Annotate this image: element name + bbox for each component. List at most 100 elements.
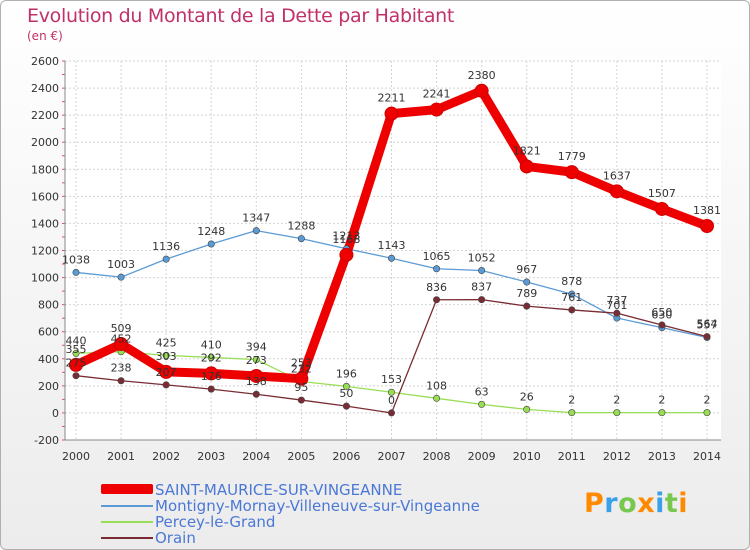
series-1-label-13: 630 xyxy=(651,309,672,322)
series-0-point-11 xyxy=(564,165,579,180)
y-tick-label-14: 2600 xyxy=(31,55,59,68)
series-2-label-6: 196 xyxy=(336,367,357,380)
series-3-label-1: 238 xyxy=(111,362,132,375)
logo-letter: t xyxy=(664,488,679,519)
series-2-label-5: 232 xyxy=(291,363,312,376)
series-3-point-3 xyxy=(207,385,215,393)
y-tick-label-11: 2000 xyxy=(31,136,59,149)
y-tick-label-2: 200 xyxy=(38,380,59,393)
series-0-point-3 xyxy=(204,366,219,381)
series-2-label-13: 2 xyxy=(658,394,665,407)
proxiti-logo: Proxiti xyxy=(584,488,688,519)
series-3-label-5: 95 xyxy=(294,381,308,394)
logo-letter: x xyxy=(637,488,656,519)
series-2-point-4 xyxy=(252,356,260,364)
series-1-point-1 xyxy=(117,273,125,281)
x-tick-label-0: 2000 xyxy=(62,450,90,463)
series-2-point-7 xyxy=(387,388,395,396)
series-2-label-2: 425 xyxy=(156,336,177,349)
series-2-label-0: 440 xyxy=(66,334,87,347)
series-2-point-12 xyxy=(613,409,621,417)
series-2-label-14: 2 xyxy=(704,394,711,407)
chart-subtitle: (en €) xyxy=(27,29,63,43)
series-3-point-4 xyxy=(252,390,260,398)
x-tick-label-10: 2010 xyxy=(513,450,541,463)
series-2-point-6 xyxy=(342,382,350,390)
series-3-label-11: 761 xyxy=(561,291,582,304)
series-3-point-10 xyxy=(523,302,531,310)
series-3-label-0: 275 xyxy=(66,357,87,370)
logo-letter: i xyxy=(655,488,665,519)
series-3-point-9 xyxy=(478,296,486,304)
legend-swatch-1 xyxy=(101,505,153,507)
series-3-label-14: 564 xyxy=(697,318,718,331)
series-1-label-6: 1213 xyxy=(332,230,360,243)
series-3-label-9: 837 xyxy=(471,281,492,294)
series-1-point-11 xyxy=(568,290,576,298)
x-tick-label-3: 2003 xyxy=(197,450,225,463)
series-1-label-8: 1065 xyxy=(423,250,451,263)
y-tick-label-1: 0 xyxy=(52,407,59,420)
series-3-point-12 xyxy=(613,309,621,317)
series-1-point-7 xyxy=(387,254,395,262)
x-tick-label-2: 2002 xyxy=(152,450,180,463)
legend-swatch-3 xyxy=(101,537,153,539)
legend-item-2: Percey-le-Grand xyxy=(101,513,521,531)
y-tick-label-5: 800 xyxy=(38,299,59,312)
series-1-label-5: 1288 xyxy=(287,220,315,233)
series-0-label-6: 1168 xyxy=(332,233,360,246)
series-0-point-9 xyxy=(474,83,489,98)
series-3-point-2 xyxy=(162,381,170,389)
logo-letter: o xyxy=(618,488,638,519)
series-3-point-7 xyxy=(387,409,395,417)
logo-letter: P xyxy=(584,488,605,519)
series-3-label-6: 50 xyxy=(339,387,353,400)
y-tick-label-10: 1800 xyxy=(31,163,59,176)
series-0-label-12: 1637 xyxy=(603,169,631,182)
x-tick-label-5: 2005 xyxy=(287,450,315,463)
series-0-point-2 xyxy=(159,364,174,379)
series-1-point-5 xyxy=(297,235,305,243)
series-0-label-8: 2241 xyxy=(423,88,451,101)
series-3-label-8: 836 xyxy=(426,281,447,294)
legend-item-0: SAINT-MAURICE-SUR-VINGEANNE xyxy=(101,481,521,499)
series-0-label-2: 303 xyxy=(156,350,177,363)
y-tick-label-7: 1200 xyxy=(31,245,59,258)
y-tick-label-6: 1000 xyxy=(31,272,59,285)
series-0-label-10: 1821 xyxy=(513,144,541,157)
legend-swatch-0 xyxy=(101,484,153,494)
series-2-point-8 xyxy=(433,394,441,402)
y-tick-label-0: -200 xyxy=(34,434,59,447)
series-1-point-2 xyxy=(162,255,170,263)
x-tick-label-11: 2011 xyxy=(558,450,586,463)
series-0-point-1 xyxy=(114,337,129,352)
series-1-label-11: 878 xyxy=(561,275,582,288)
series-0-label-1: 509 xyxy=(111,322,132,335)
series-1-label-0: 1038 xyxy=(62,253,90,266)
series-2-label-10: 26 xyxy=(520,390,534,403)
x-tick-label-8: 2008 xyxy=(423,450,451,463)
series-3-point-5 xyxy=(297,396,305,404)
series-2-point-13 xyxy=(658,409,666,417)
series-2-point-2 xyxy=(162,351,170,359)
x-tick-label-13: 2013 xyxy=(648,450,676,463)
series-2-label-3: 410 xyxy=(201,338,222,351)
series-0-label-14: 1381 xyxy=(693,204,721,217)
legend-label-2: Percey-le-Grand xyxy=(155,513,276,531)
series-0-point-10 xyxy=(519,159,534,174)
series-2-point-11 xyxy=(568,409,576,417)
series-1-point-3 xyxy=(207,240,215,248)
series-2-label-4: 394 xyxy=(246,341,267,354)
series-2-label-9: 63 xyxy=(475,385,489,398)
series-0-label-3: 292 xyxy=(201,351,222,364)
x-tick-label-12: 2012 xyxy=(603,450,631,463)
series-2-label-1: 452 xyxy=(111,333,132,346)
logo-letter: r xyxy=(604,488,619,519)
series-0-label-11: 1779 xyxy=(558,150,586,163)
series-2-point-14 xyxy=(703,409,711,417)
series-0-point-8 xyxy=(429,102,444,117)
series-0-point-7 xyxy=(384,106,399,121)
x-tick-label-9: 2009 xyxy=(468,450,496,463)
series-3-label-2: 207 xyxy=(156,366,177,379)
x-tick-label-6: 2006 xyxy=(332,450,360,463)
